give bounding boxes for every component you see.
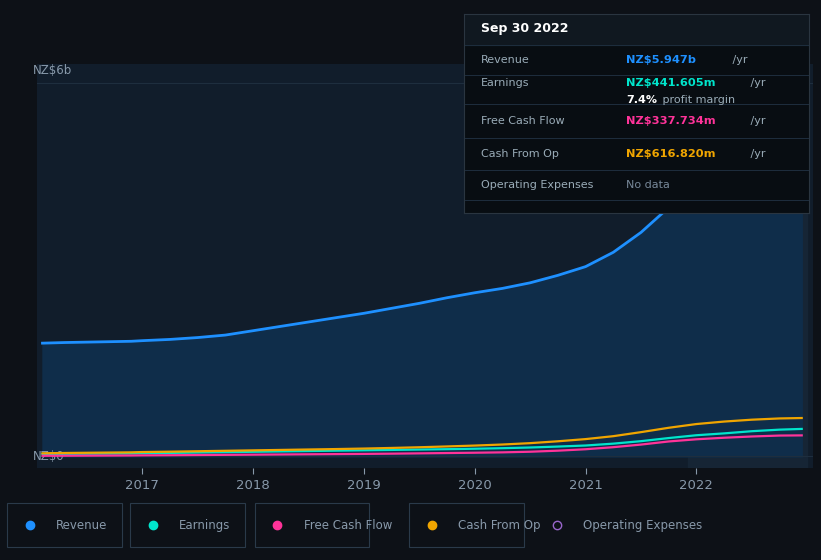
Text: Operating Expenses: Operating Expenses	[481, 180, 594, 190]
Text: Cash From Op: Cash From Op	[458, 519, 540, 531]
Text: NZ$616.820m: NZ$616.820m	[626, 149, 715, 159]
Text: NZ$441.605m: NZ$441.605m	[626, 78, 715, 87]
Text: NZ$5.947b: NZ$5.947b	[626, 55, 696, 65]
Text: NZ$0: NZ$0	[33, 450, 65, 463]
Text: Earnings: Earnings	[481, 78, 530, 87]
Text: Free Cash Flow: Free Cash Flow	[481, 116, 565, 127]
Text: Sep 30 2022: Sep 30 2022	[481, 22, 569, 35]
Text: profit margin: profit margin	[658, 95, 735, 105]
Text: Operating Expenses: Operating Expenses	[583, 519, 702, 531]
Text: NZ$337.734m: NZ$337.734m	[626, 116, 716, 127]
Bar	[687, 64, 807, 468]
Text: /yr: /yr	[746, 78, 765, 87]
Text: No data: No data	[626, 180, 670, 190]
Text: /yr: /yr	[746, 149, 765, 159]
Text: Revenue: Revenue	[481, 55, 530, 65]
Text: Free Cash Flow: Free Cash Flow	[304, 519, 392, 531]
Text: Earnings: Earnings	[179, 519, 231, 531]
Text: Revenue: Revenue	[56, 519, 108, 531]
Bar	[464, 14, 809, 45]
Text: NZ$6b: NZ$6b	[33, 64, 72, 77]
Text: 7.4%: 7.4%	[626, 95, 657, 105]
Text: Cash From Op: Cash From Op	[481, 149, 559, 159]
Text: /yr: /yr	[746, 116, 765, 127]
Text: /yr: /yr	[729, 55, 748, 65]
